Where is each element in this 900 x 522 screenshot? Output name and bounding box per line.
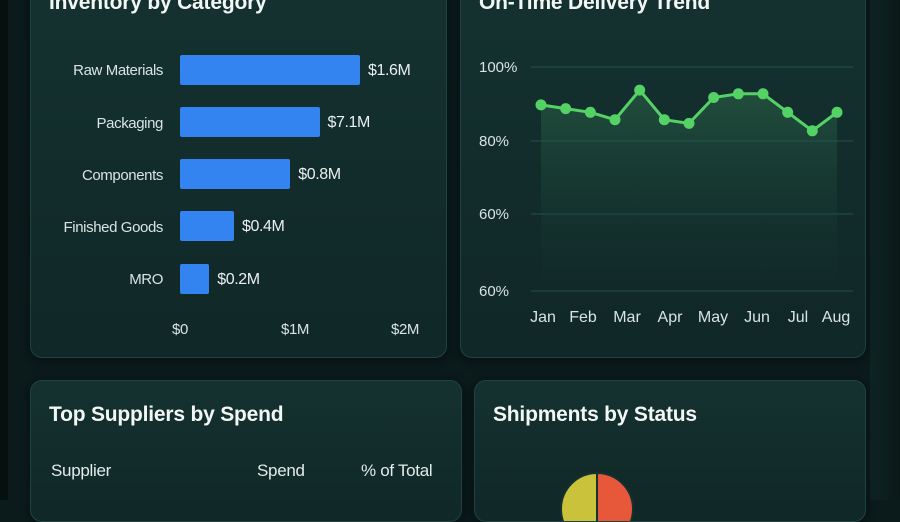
data-point	[732, 88, 744, 100]
on-time-delivery-panel: On-Time Delivery Trend 100% 80% 60% 60% Jan…	[460, 0, 866, 358]
data-point	[535, 99, 547, 111]
category-label-finished-goods: Finished Goods	[63, 219, 164, 236]
bar-finished-goods	[180, 211, 234, 241]
data-point	[609, 114, 621, 126]
shipments-by-status-panel: Shipments by Status	[474, 380, 866, 522]
x-axis-label: May	[698, 309, 728, 326]
delivery-area-fill	[541, 90, 837, 291]
y-tick-label: 100%	[479, 59, 517, 76]
pie-slice-red	[596, 471, 634, 521]
x-axis-label: Jun	[744, 309, 770, 326]
y-tick-label: 80%	[479, 133, 509, 150]
data-point	[658, 114, 670, 126]
data-point	[806, 125, 818, 137]
x-tick-2m: $2M	[391, 321, 419, 338]
window-edge-right	[870, 0, 900, 500]
value-label-packaging: $7.1M	[327, 114, 371, 131]
value-label-raw-materials: $1.6M	[368, 62, 411, 79]
x-axis-label: Aug	[822, 309, 850, 326]
column-header-percent-total[interactable]: % of Total	[361, 461, 433, 480]
category-label-mro: MRO	[129, 271, 163, 288]
bar-components	[180, 159, 291, 189]
data-point	[683, 117, 695, 129]
data-point	[708, 92, 720, 103]
category-label-packaging: Packaging	[96, 115, 164, 132]
delivery-panel-title: On-Time Delivery Trend	[479, 0, 710, 14]
x-tick-1m: $1M	[281, 321, 309, 338]
inventory-panel-title: Inventory by Category	[49, 0, 267, 14]
data-point	[584, 106, 596, 118]
column-header-spend[interactable]: Spend	[257, 461, 305, 480]
category-label-components: Components	[81, 167, 163, 184]
value-label-mro: $0.2M	[217, 271, 260, 288]
category-label-raw-materials: Raw Materials	[73, 62, 163, 79]
bar-packaging	[180, 107, 320, 137]
x-axis-label: Feb	[569, 309, 597, 326]
delivery-line-chart: 100% 80% 60% 60% Jan Feb Mar Apr May Jun Jul Aug	[479, 59, 853, 326]
bar-raw-materials	[180, 55, 360, 85]
inventory-by-category-panel: Inventory by Category Raw Materials Pack…	[30, 0, 447, 358]
x-axis-label: Jul	[788, 309, 808, 326]
window-edge-left	[0, 0, 8, 500]
data-point	[560, 103, 572, 115]
shipments-panel-title: Shipments by Status	[493, 403, 697, 426]
data-point	[634, 84, 646, 96]
data-point	[782, 106, 794, 118]
top-suppliers-panel: Top Suppliers by Spend Supplier Spend % …	[30, 380, 462, 522]
shipments-pie-chart	[560, 471, 634, 521]
value-label-components: $0.8M	[298, 166, 341, 183]
y-tick-label: 60%	[479, 206, 509, 223]
pie-slice-yellow	[560, 471, 598, 521]
x-tick-0: $0	[172, 321, 188, 338]
y-tick-label: 60%	[479, 283, 509, 300]
x-axis-label: Mar	[613, 309, 641, 326]
value-label-finished-goods: $0.4M	[242, 218, 285, 235]
column-header-supplier[interactable]: Supplier	[51, 461, 111, 480]
x-axis-label: Apr	[658, 309, 684, 326]
x-axis-label: Jan	[530, 309, 556, 326]
data-point	[757, 88, 769, 100]
data-point	[831, 106, 843, 118]
bar-mro	[180, 264, 210, 294]
suppliers-panel-title: Top Suppliers by Spend	[49, 403, 284, 426]
